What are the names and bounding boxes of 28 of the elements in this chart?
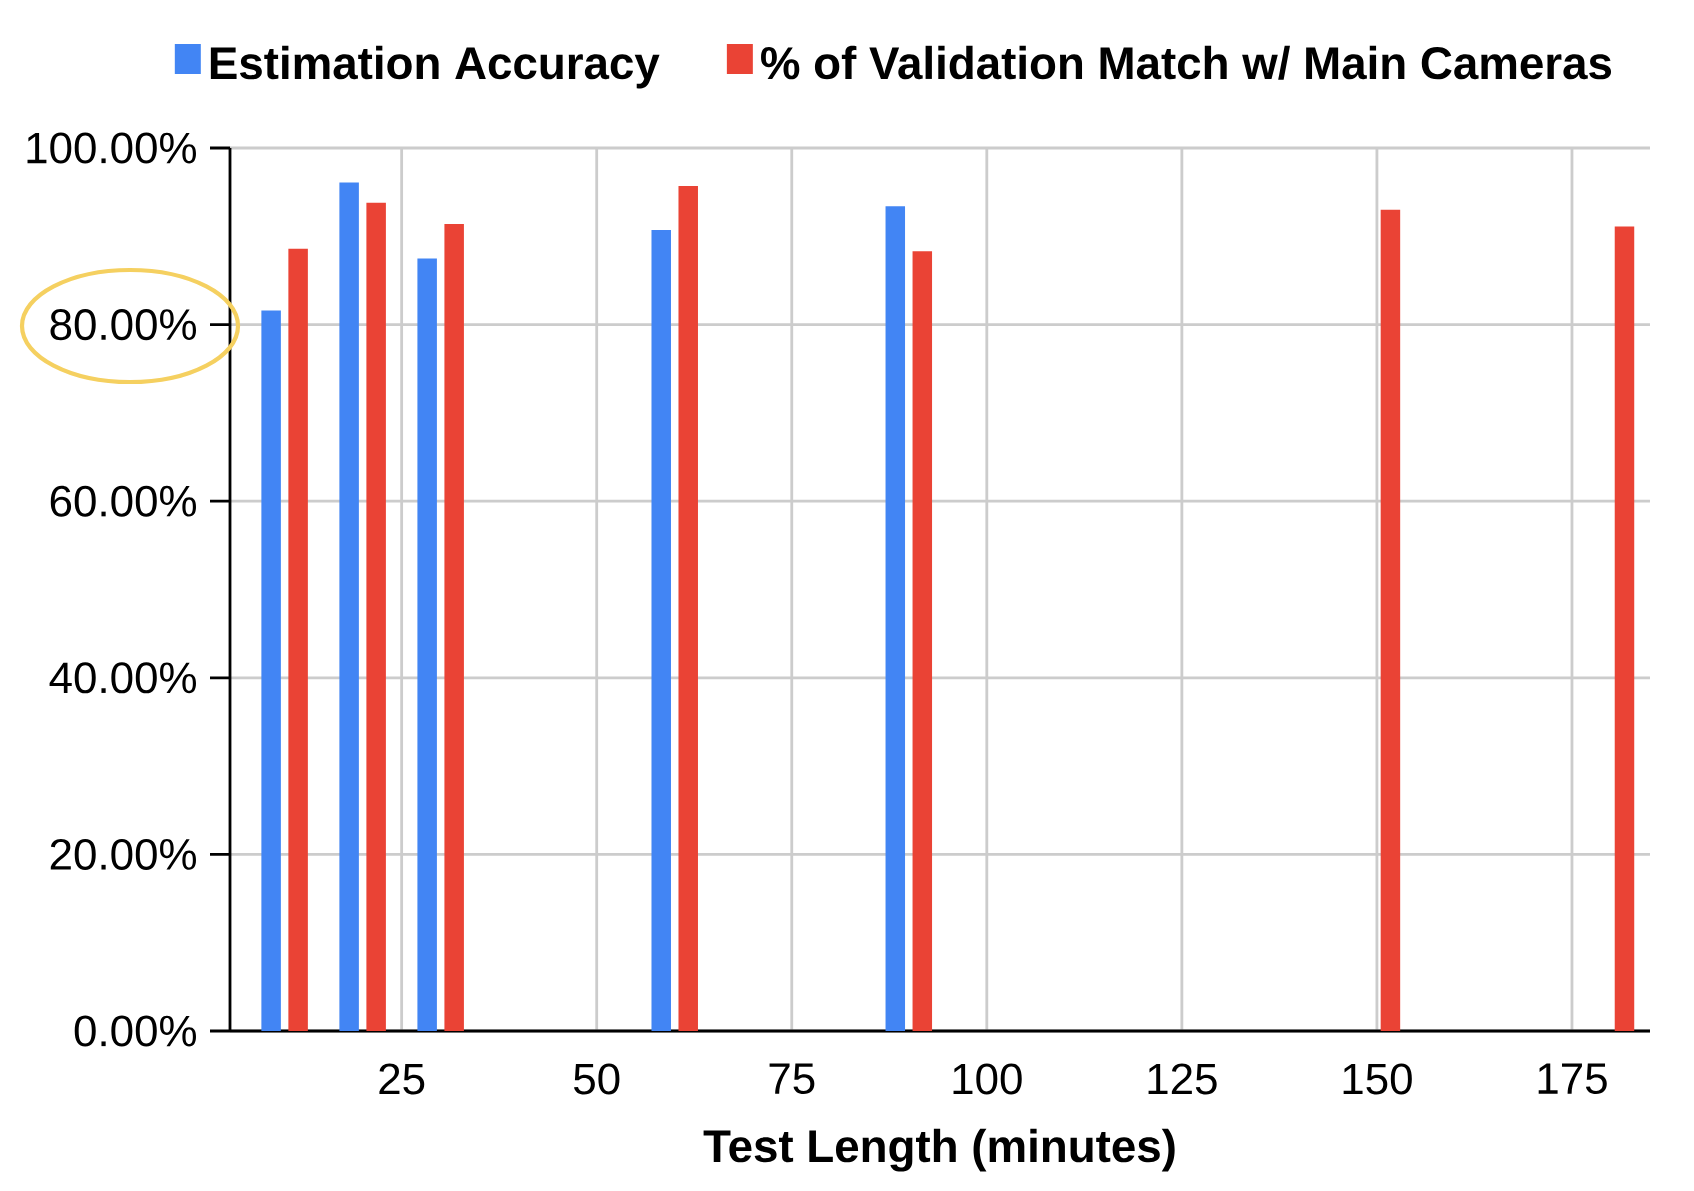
y-tick-label: 0.00% — [74, 1015, 196, 1047]
x-tick-label: 25 — [379, 1063, 425, 1095]
legend-label: Estimation Accuracy — [210, 45, 660, 89]
y-tick-label: 60.00% — [50, 485, 196, 517]
bar — [912, 251, 933, 1032]
bar — [444, 223, 464, 1032]
legend-label: % of Validation Match w/ Main Cameras — [761, 45, 1612, 80]
bar — [366, 202, 386, 1032]
y-tick-label: 20.00% — [50, 838, 196, 870]
bar — [651, 230, 671, 1032]
bar — [678, 185, 698, 1032]
bar — [1380, 209, 1401, 1032]
bar — [885, 206, 906, 1032]
y-tick-label: 100.00% — [27, 132, 196, 164]
bar — [417, 258, 437, 1032]
bar — [261, 310, 281, 1032]
x-tick-label: 50 — [574, 1063, 620, 1095]
x-axis-title: Test Length (minutes) — [703, 1128, 1175, 1172]
x-tick-label: 100 — [953, 1063, 1022, 1095]
y-tick-label: 40.00% — [49, 662, 196, 694]
x-tick-label: 175 — [1538, 1063, 1607, 1095]
bar — [339, 182, 359, 1032]
y-tick-label: 80.00% — [50, 309, 196, 341]
bar — [288, 248, 308, 1032]
bar — [1614, 226, 1635, 1032]
x-tick-label: 150 — [1343, 1063, 1412, 1095]
x-tick-label: 75 — [769, 1063, 815, 1095]
x-tick-label: 125 — [1148, 1063, 1217, 1095]
